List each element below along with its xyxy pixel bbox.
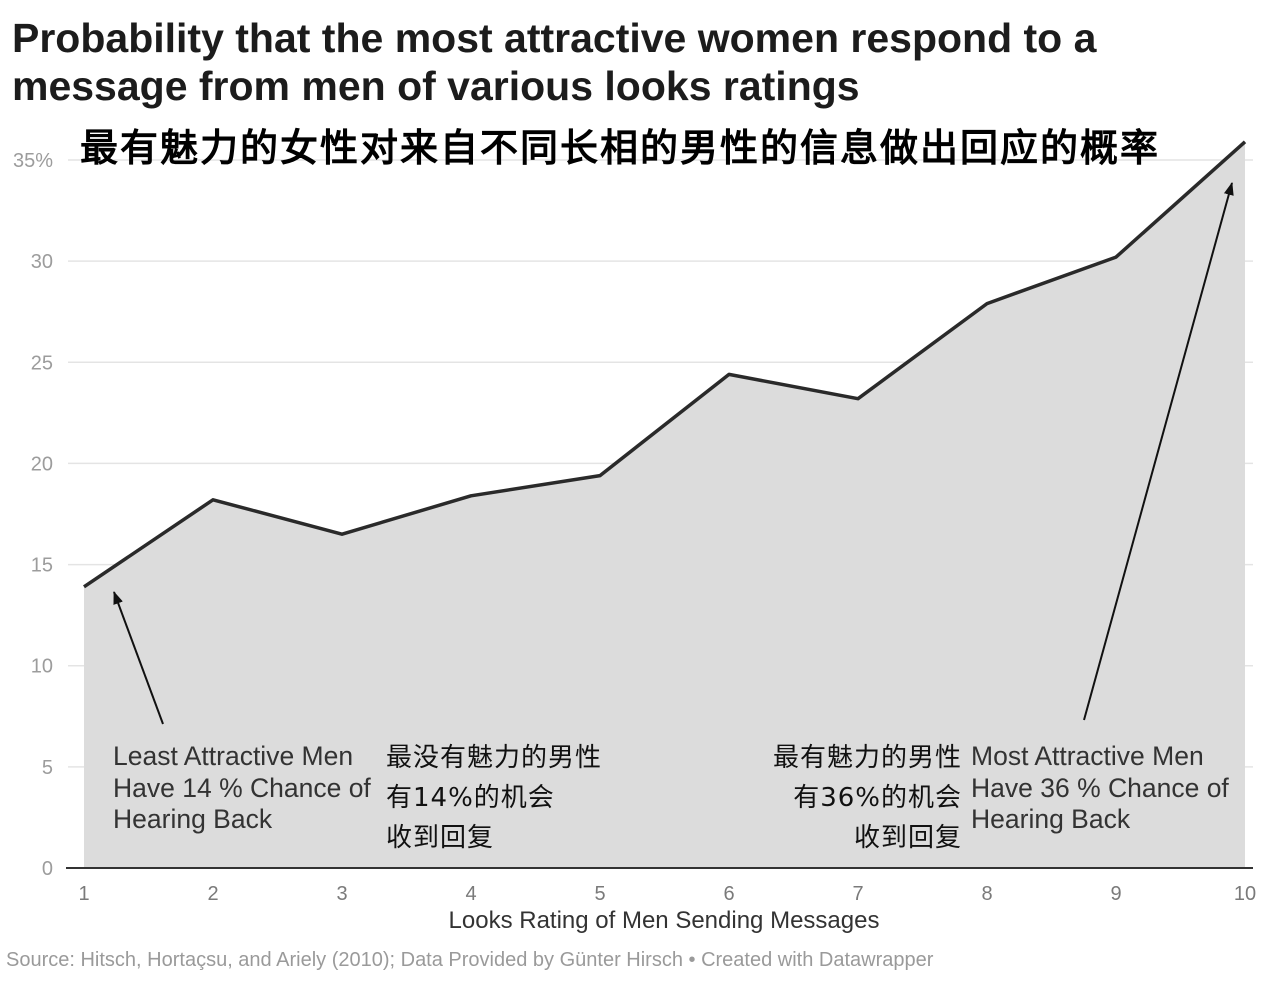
y-tick-label: 0: [42, 858, 53, 880]
x-tick-label: 8: [981, 883, 992, 905]
annotation-line: Hearing Back: [113, 804, 273, 834]
y-tick-label: 10: [31, 656, 53, 678]
annotation-least-attractive-chinese: 最没有魅力的男性 有14%的机会 收到回复: [386, 738, 602, 858]
x-tick-label: 3: [336, 883, 347, 905]
y-tick-label: 5: [42, 757, 53, 779]
annotation-line: 最有魅力的男性: [772, 743, 962, 773]
x-tick-label: 10: [1234, 883, 1256, 905]
annotation-most-attractive-english: Most Attractive Men Have 36 % Chance of …: [971, 741, 1229, 836]
x-tick-label: 4: [465, 883, 476, 905]
y-tick-label: 25: [31, 352, 53, 374]
annotation-most-attractive-chinese: 最有魅力的男性 有36%的机会 收到回复: [773, 738, 962, 858]
chart-subtitle-chinese: 最有魅力的女性对来自不同长相的男性的信息做出回应的概率: [80, 126, 1161, 170]
annotation-line: 有36%的机会: [793, 783, 962, 813]
y-tick-label: 20: [31, 453, 53, 475]
x-tick-label: 6: [723, 883, 734, 905]
chart-title-line: message from men of various looks rating…: [12, 63, 860, 109]
y-tick-label: 15: [31, 555, 53, 577]
chart-title-line: Probability that the most attractive wom…: [12, 15, 1097, 61]
annotation-line: 有14%的机会: [386, 783, 555, 813]
annotation-arrow-most-attractive: [1083, 182, 1234, 721]
annotation-line: 收到回复: [853, 823, 962, 853]
chart-title: Probability that the most attractive wom…: [12, 14, 1096, 110]
annotation-least-attractive-english: Least Attractive Men Have 14 % Chance of…: [113, 741, 371, 836]
x-tick-label: 1: [78, 883, 89, 905]
y-axis-tick-labels: 0 5 10 15 20 25 30 35%: [13, 150, 53, 880]
annotation-line: Have 36 % Chance of: [971, 772, 1229, 803]
series-area: [84, 141, 1245, 869]
annotation-line: Hearing Back: [971, 804, 1131, 834]
y-tick-label: 35%: [13, 150, 53, 172]
x-axis-label: Looks Rating of Men Sending Messages: [448, 907, 880, 934]
y-tick-label: 30: [31, 251, 53, 273]
x-tick-label: 9: [1110, 883, 1121, 905]
annotation-line: Have 14 % Chance of: [113, 772, 371, 803]
x-axis-tick-labels: 1 2 3 4 5 6 7 8 9 10: [78, 883, 1256, 905]
annotation-arrow-least-attractive: [113, 591, 164, 725]
x-tick-label: 2: [207, 883, 218, 905]
series-line: [83, 140, 1247, 589]
annotation-line: Most Attractive Men: [971, 741, 1204, 771]
x-tick-label: 5: [594, 883, 605, 905]
annotation-line: Least Attractive Men: [113, 741, 354, 771]
x-tick-label: 7: [852, 883, 863, 905]
annotation-line: 最没有魅力的男性: [386, 743, 603, 773]
source-note: Source: Hitsch, Hortaçsu, and Ariely (20…: [6, 949, 934, 971]
annotation-line: 收到回复: [386, 823, 495, 853]
